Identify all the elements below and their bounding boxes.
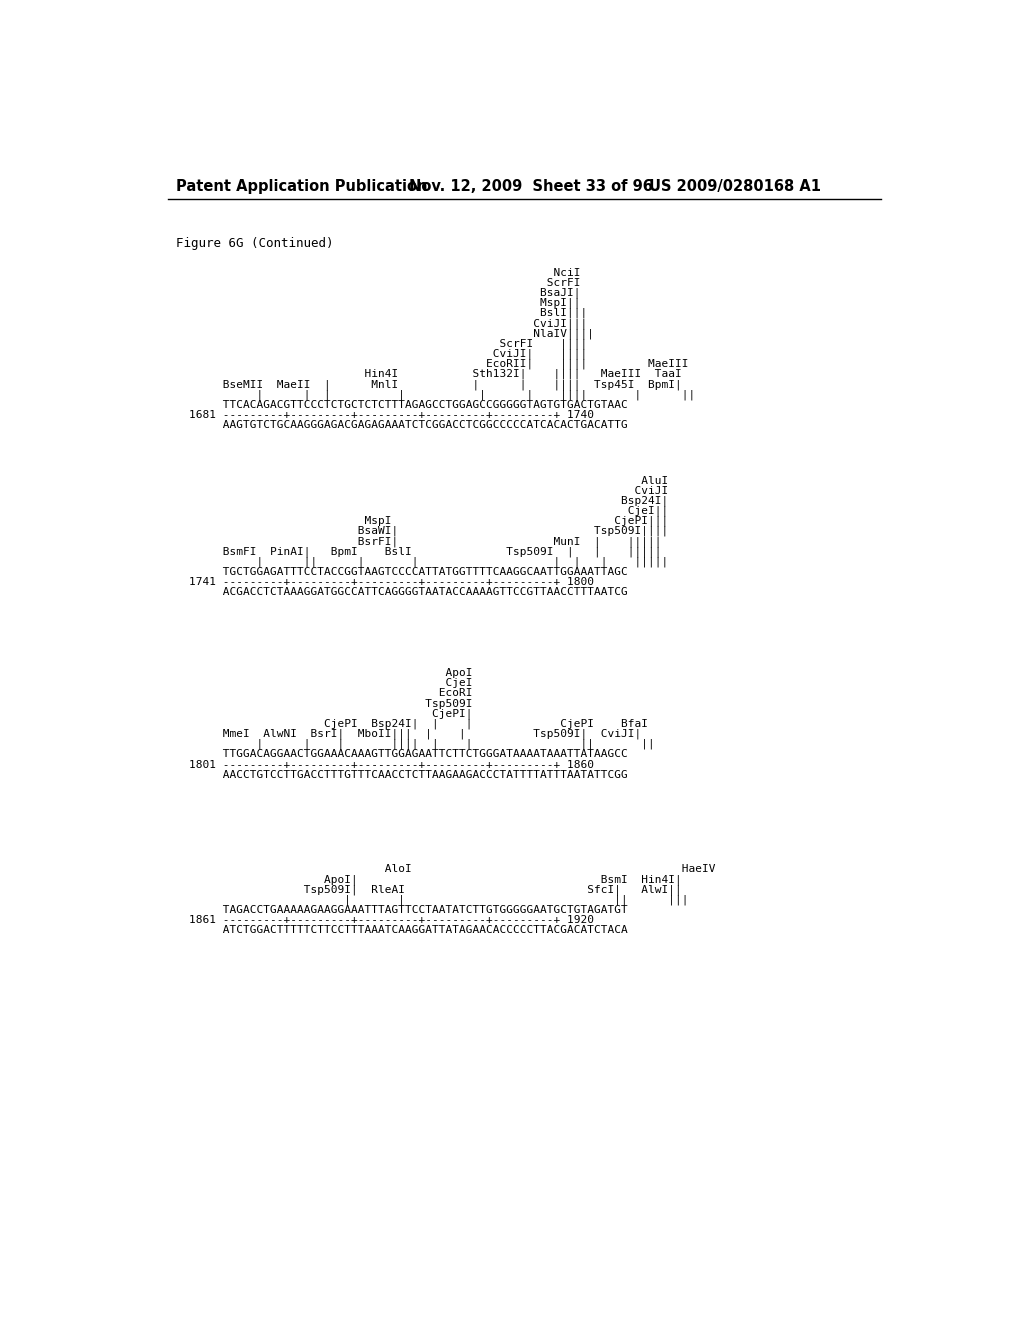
Text: BsaWI|                             Tsp509I||||: BsaWI| Tsp509I||||	[162, 525, 669, 536]
Text: |      |    |       ||||  |    |                ||       ||: | | | |||| | | || ||	[162, 739, 655, 750]
Text: |      ||      |       |                    |  |   |    |||||: | || | | | | | |||||	[162, 557, 669, 568]
Text: AluI: AluI	[162, 475, 669, 486]
Text: MspI                                 CjePI|||: MspI CjePI|||	[162, 516, 669, 527]
Text: 1861 ---------+---------+---------+---------+---------+ 1920: 1861 ---------+---------+---------+-----…	[162, 915, 594, 925]
Text: BsrFI|                       MunI  |    |||||: BsrFI| MunI | |||||	[162, 536, 662, 546]
Text: ScrFI    ||||: ScrFI ||||	[162, 338, 588, 348]
Text: Nov. 12, 2009  Sheet 33 of 96: Nov. 12, 2009 Sheet 33 of 96	[409, 178, 652, 194]
Text: MmeI  AlwNI  BsrI|  MboII|||  |    |          Tsp509I|  CviJI|: MmeI AlwNI BsrI| MboII||| | | Tsp509I| C…	[162, 729, 641, 739]
Text: CviJI: CviJI	[162, 486, 669, 496]
Text: TTCACAGACGTTCCCTCTGCTCTCTTTAGAGCCTGGAGCCGGGGGTAGTGTGACTGTAAC: TTCACAGACGTTCCCTCTGCTCTCTTTAGAGCCTGGAGCC…	[162, 400, 628, 411]
Text: ApoI: ApoI	[162, 668, 473, 678]
Text: TTGGACAGGAACTGGAAACAAAGTTGGAGAATTCTTCTGGGATAAAATAAATTATAAGCC: TTGGACAGGAACTGGAAACAAAGTTGGAGAATTCTTCTGG…	[162, 750, 628, 759]
Text: EcoRII|    ||||         MaeIII: EcoRII| |||| MaeIII	[162, 359, 688, 370]
Text: ScrFI: ScrFI	[162, 279, 581, 288]
Text: AACCTGTCCTTGACCTTTGTTTCAACCTCTTAAGAAGACCCTATTTTATTTAATATTCGG: AACCTGTCCTTGACCTTTGTTTCAACCTCTTAAGAAGACC…	[162, 770, 628, 780]
Text: ApoI|                                    BsmI  Hin4I|: ApoI| BsmI Hin4I|	[162, 874, 682, 884]
Text: Patent Application Publication: Patent Application Publication	[176, 178, 428, 194]
Text: BslI|||: BslI|||	[162, 308, 588, 318]
Text: Figure 6G (Continued): Figure 6G (Continued)	[176, 236, 334, 249]
Text: CjePI|: CjePI|	[162, 709, 473, 719]
Text: CjeI: CjeI	[162, 678, 473, 688]
Text: BseMII  MaeII  |      MnlI           |      |    ||||  Tsp45I  BpmI|: BseMII MaeII | MnlI | | |||| Tsp45I BpmI…	[162, 379, 682, 389]
Text: AloI                                        HaeIV: AloI HaeIV	[162, 865, 716, 875]
Text: US 2009/0280168 A1: US 2009/0280168 A1	[649, 178, 821, 194]
Text: |       |                               ||      |||: | | || |||	[162, 895, 688, 906]
Text: ATCTGGACTTTTTCTTCCTTTAAATCAAGGATTATAGAACACCCCCTTACGACATCTACA: ATCTGGACTTTTTCTTCCTTTAAATCAAGGATTATAGAAC…	[162, 925, 628, 936]
Text: 1801 ---------+---------+---------+---------+---------+ 1860: 1801 ---------+---------+---------+-----…	[162, 759, 594, 770]
Text: 1741 ---------+---------+---------+---------+---------+ 1800: 1741 ---------+---------+---------+-----…	[162, 577, 594, 587]
Text: |      |  |          |           |      |    ||||       |      ||: | | | | | | |||| | ||	[162, 389, 695, 400]
Text: TAGACCTGAAAAAGAAGGAAATTTAGTTCCTAATATCTTGTGGGGGAATGCTGTAGATGT: TAGACCTGAAAAAGAAGGAAATTTAGTTCCTAATATCTTG…	[162, 906, 628, 915]
Text: BsmFI  PinAI|   BpmI    BslI              Tsp509I  |   |    |||||: BsmFI PinAI| BpmI BslI Tsp509I | | |||||	[162, 546, 662, 557]
Text: CjePI  Bsp24I|  |    |             CjePI    BfaI: CjePI Bsp24I| | | CjePI BfaI	[162, 718, 648, 729]
Text: NciI: NciI	[162, 268, 581, 277]
Text: AAGTGTCTGCAAGGGAGACGAGAGAAATCTCGGACCTCGGCCCCCATCACACTGACATTG: AAGTGTCTGCAAGGGAGACGAGAGAAATCTCGGACCTCGG…	[162, 420, 628, 430]
Text: TGCTGGAGATTTCCTACCGGTAAGTCCCCATTATGGTTTTCAAGGCAATTGGAAATTAGC: TGCTGGAGATTTCCTACCGGTAAGTCCCCATTATGGTTTT…	[162, 568, 628, 577]
Text: EcoRI: EcoRI	[162, 689, 473, 698]
Text: NlaIV||||: NlaIV||||	[162, 329, 594, 339]
Text: Hin4I           Sth132I|    ||||   MaeIII  TaaI: Hin4I Sth132I| |||| MaeIII TaaI	[162, 368, 682, 379]
Text: Bsp24I|: Bsp24I|	[162, 495, 669, 506]
Text: 1681 ---------+---------+---------+---------+---------+ 1740: 1681 ---------+---------+---------+-----…	[162, 411, 594, 420]
Text: MspI||: MspI||	[162, 298, 581, 309]
Text: CjeI||: CjeI||	[162, 506, 669, 516]
Text: ACGACCTCTAAAGGATGGCCATTCAGGGGTAATACCAAAAGTTCCGTTAACCTTTAATCG: ACGACCTCTAAAGGATGGCCATTCAGGGGTAATACCAAAA…	[162, 587, 628, 598]
Text: CviJI|||: CviJI|||	[162, 318, 588, 329]
Text: Tsp509I: Tsp509I	[162, 698, 473, 709]
Text: Tsp509I|  RleAI                           SfcI|   AlwI||: Tsp509I| RleAI SfcI| AlwI||	[162, 884, 682, 895]
Text: CviJI|    ||||: CviJI| ||||	[162, 348, 588, 359]
Text: BsaJI|: BsaJI|	[162, 288, 581, 298]
